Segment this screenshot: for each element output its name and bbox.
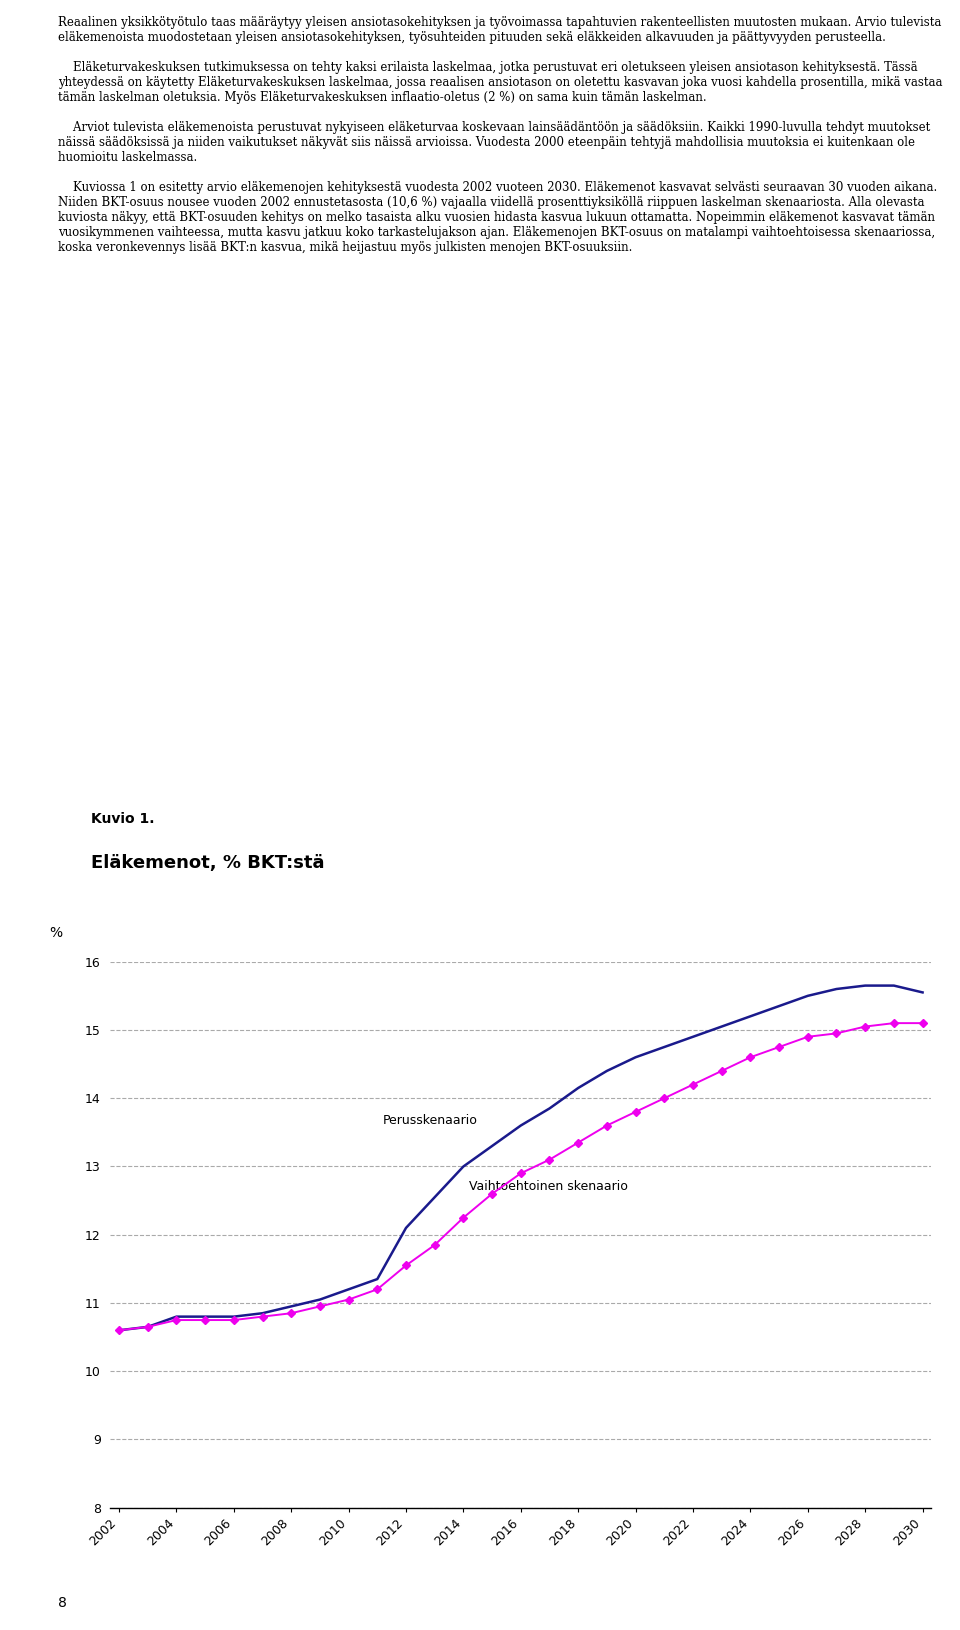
Text: Reaalinen yksikkötyötulo taas määräytyy yleisen ansiotasokehityksen ja työvoimas: Reaalinen yksikkötyötulo taas määräytyy … [58, 16, 942, 254]
Text: Eläkemenot, % BKT:stä: Eläkemenot, % BKT:stä [91, 854, 324, 872]
Text: Vaihtoehtoinen skenaario: Vaihtoehtoinen skenaario [469, 1180, 628, 1193]
Text: 8: 8 [58, 1596, 66, 1610]
Text: Kuvio 1.: Kuvio 1. [91, 812, 155, 826]
Text: %: % [49, 926, 62, 941]
Text: Perusskenaario: Perusskenaario [383, 1115, 478, 1128]
